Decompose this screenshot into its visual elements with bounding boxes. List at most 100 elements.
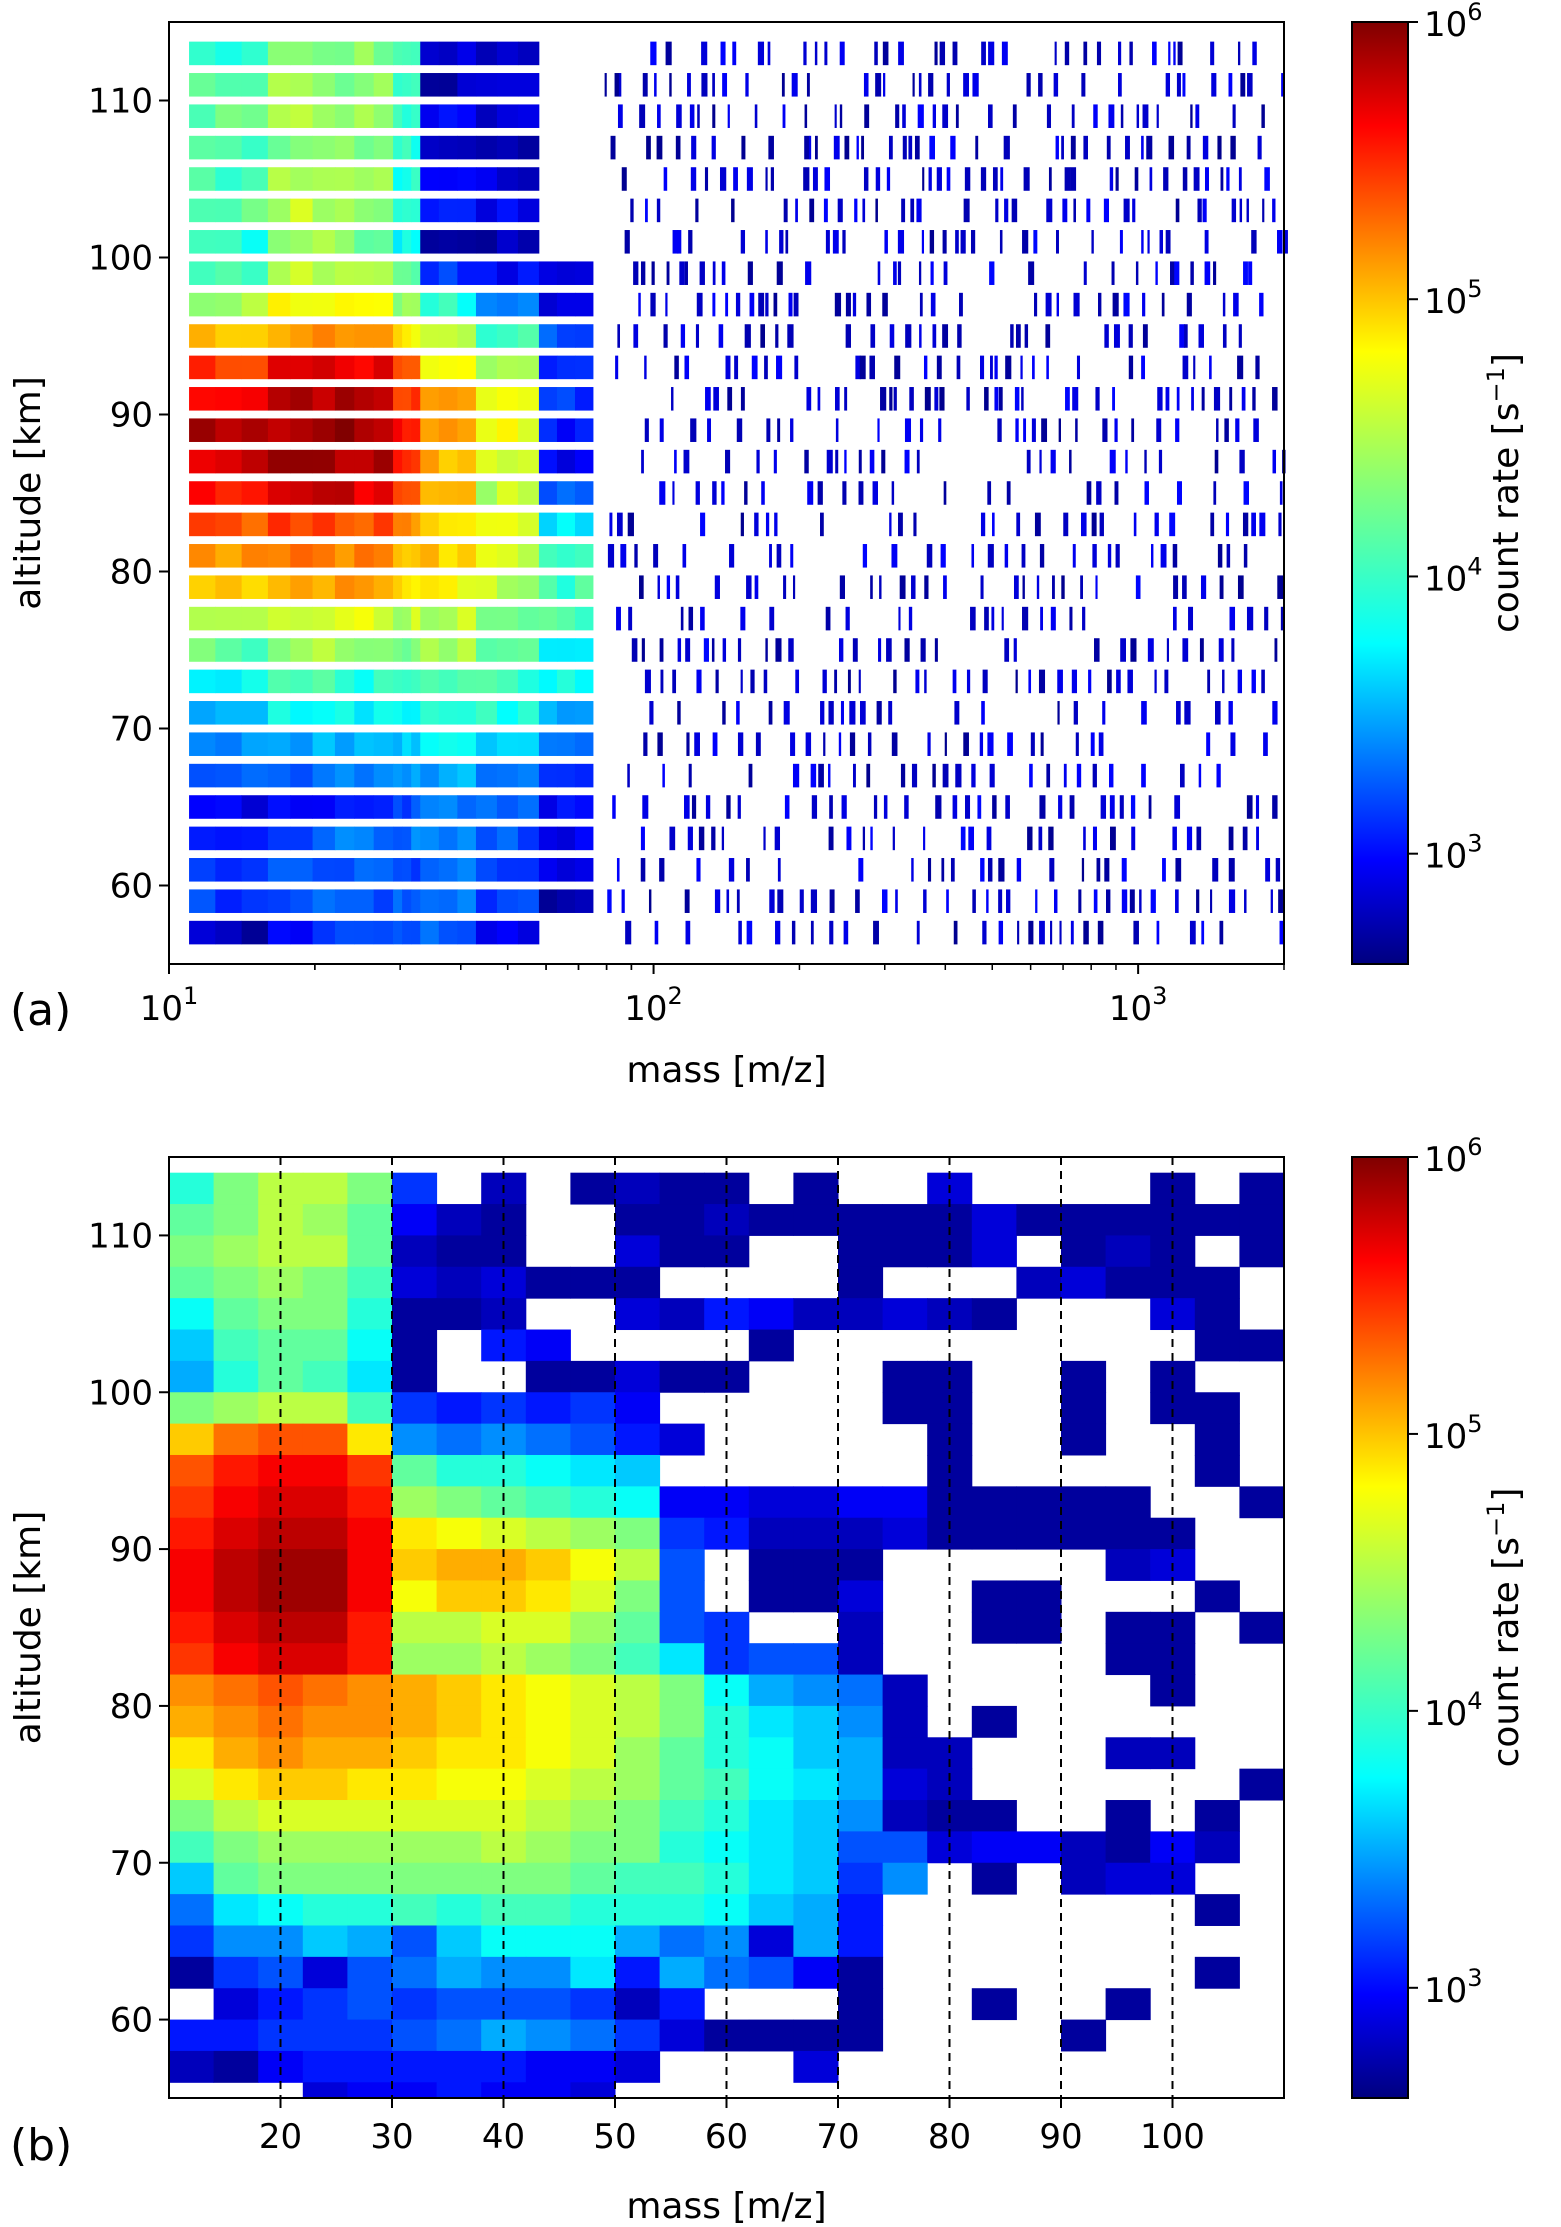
- heatmap-cell: [1128, 355, 1134, 380]
- heatmap-cell: [1016, 512, 1021, 537]
- heatmap-cell: [917, 104, 924, 128]
- heatmap-cell: [290, 418, 313, 442]
- heatmap-cell: [891, 544, 898, 568]
- heatmap-cell: [334, 292, 355, 317]
- heatmap-cell: [457, 230, 477, 254]
- heatmap-cell: [1239, 1486, 1285, 1519]
- heatmap-cell: [213, 2019, 259, 2052]
- heatmap-cell: [957, 324, 962, 348]
- panel-a-x-axis: 101 102 103: [140, 964, 1285, 1029]
- heatmap-cell: [640, 858, 646, 882]
- heatmap-cell: [1239, 1204, 1285, 1236]
- heatmap-cell: [496, 795, 519, 819]
- heatmap-cell: [845, 292, 851, 317]
- heatmap-cell: [1246, 198, 1249, 223]
- heatmap-cell: [1133, 920, 1139, 945]
- heatmap-cell: [615, 1204, 661, 1236]
- heatmap-cell: [838, 1705, 884, 1738]
- heatmap-cell: [574, 638, 594, 662]
- heatmap-cell: [267, 826, 291, 851]
- heatmap-cell: [393, 575, 403, 599]
- heatmap-cell: [1081, 73, 1086, 97]
- heatmap-cell: [838, 1580, 884, 1613]
- heatmap-cell: [748, 763, 753, 788]
- heatmap-cell: [393, 732, 403, 756]
- heatmap-cell: [1204, 230, 1209, 254]
- heatmap-cell: [748, 1768, 794, 1801]
- heatmap-cell: [1098, 292, 1102, 317]
- heatmap-cell: [803, 41, 807, 66]
- heatmap-cell: [302, 1800, 348, 1832]
- heatmap-cell: [438, 73, 458, 97]
- heatmap-cell: [457, 512, 477, 537]
- heatmap-cell: [866, 763, 871, 788]
- heatmap-cell: [795, 669, 800, 694]
- heatmap-cell: [436, 1580, 482, 1613]
- heatmap-cell: [748, 1298, 794, 1331]
- heatmap-cell: [659, 1204, 705, 1236]
- heatmap-cell: [393, 701, 403, 725]
- heatmap-cell: [373, 41, 394, 66]
- heatmap-cell: [570, 1360, 616, 1393]
- heatmap-cell: [334, 261, 355, 285]
- heatmap-cell: [886, 638, 892, 662]
- heatmap-cell: [392, 1329, 438, 1362]
- heatmap-cell: [878, 638, 882, 662]
- heatmap-cell: [980, 575, 984, 599]
- heatmap-cell: [1090, 732, 1095, 756]
- heatmap-cell: [402, 292, 412, 317]
- heatmap-cell: [675, 135, 681, 160]
- heatmap-cell: [392, 1988, 438, 2021]
- heatmap-cell: [354, 858, 375, 882]
- heatmap-cell: [829, 795, 833, 819]
- heatmap-cell: [354, 292, 375, 317]
- heatmap-cell: [525, 2019, 571, 2052]
- heatmap-cell: [436, 1894, 482, 1926]
- heatmap-cell: [765, 638, 768, 662]
- heatmap-cell: [1188, 606, 1194, 631]
- heatmap-cell: [574, 732, 594, 756]
- heatmap-cell: [475, 606, 498, 631]
- heatmap-cell: [420, 544, 440, 568]
- heatmap-cell: [615, 1392, 661, 1425]
- heatmap-cell: [347, 2019, 393, 2052]
- heatmap-cell: [697, 104, 700, 128]
- heatmap-cell: [436, 1549, 482, 1581]
- heatmap-cell: [1105, 1988, 1151, 2021]
- heatmap-cell: [754, 512, 759, 537]
- heatmap-cell: [213, 1204, 259, 1236]
- heatmap-cell: [402, 638, 412, 662]
- heatmap-cell: [475, 41, 498, 66]
- heatmap-cell: [1219, 575, 1224, 599]
- heatmap-cell: [793, 1800, 839, 1832]
- heatmap-cell: [939, 387, 945, 411]
- heatmap-cell: [834, 104, 837, 128]
- heatmap-cell: [817, 481, 823, 505]
- heatmap-cell: [727, 104, 730, 128]
- panel-a-heatmap: [189, 41, 1288, 945]
- heatmap-cell: [556, 449, 576, 474]
- heatmap-cell: [420, 669, 440, 694]
- heatmap-cell: [347, 1329, 393, 1362]
- heatmap-cell: [189, 606, 216, 631]
- heatmap-cell: [1222, 292, 1226, 317]
- heatmap-cell: [659, 1235, 705, 1268]
- heatmap-cell: [1172, 826, 1177, 851]
- heatmap-cell: [650, 41, 657, 66]
- heatmap-cell: [740, 606, 746, 631]
- heatmap-cell: [1218, 638, 1224, 662]
- heatmap-cell: [411, 104, 421, 128]
- heatmap-cell: [267, 763, 291, 788]
- heatmap-cell: [799, 889, 804, 913]
- heatmap-cell: [373, 701, 394, 725]
- heatmap-cell: [852, 292, 857, 317]
- heatmap-cell: [1173, 41, 1176, 66]
- heatmap-cell: [525, 1360, 571, 1393]
- heatmap-cell: [574, 669, 594, 694]
- heatmap-cell: [1108, 104, 1115, 128]
- heatmap-cell: [659, 1611, 705, 1644]
- heatmap-cell: [775, 920, 781, 945]
- heatmap-cell: [793, 1517, 839, 1550]
- heatmap-cell: [402, 481, 412, 505]
- heatmap-cell: [689, 104, 695, 128]
